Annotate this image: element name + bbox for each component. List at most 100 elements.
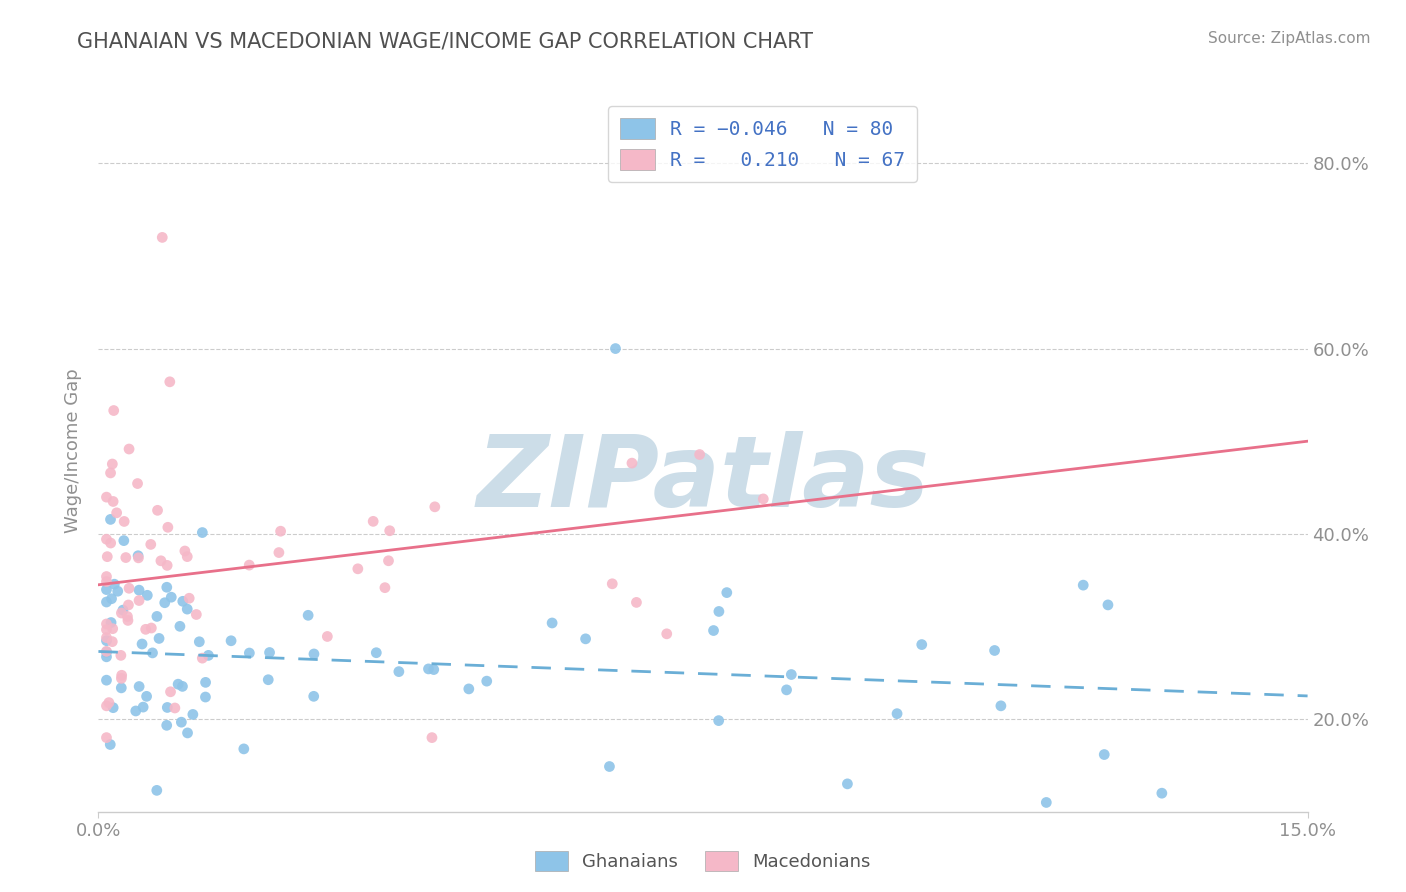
Point: [159, 375, 181, 389]
Point: [96, 731, 118, 745]
Point: [388, 665, 411, 679]
Point: [128, 583, 150, 598]
Point: [197, 648, 219, 663]
Point: [378, 524, 401, 538]
Point: [101, 622, 124, 636]
Point: [96, 673, 118, 688]
Point: [179, 591, 201, 606]
Point: [96, 490, 118, 504]
Point: [101, 634, 124, 648]
Point: [146, 503, 169, 517]
Point: [172, 594, 194, 608]
Point: [148, 632, 170, 646]
Point: [232, 742, 254, 756]
Point: [1071, 578, 1094, 592]
Point: [167, 677, 190, 691]
Point: [886, 706, 908, 721]
Point: [160, 590, 183, 604]
Point: [100, 466, 122, 480]
Point: [112, 515, 135, 529]
Point: [156, 718, 179, 732]
Point: [101, 457, 124, 471]
Point: [132, 700, 155, 714]
Point: [716, 585, 738, 599]
Point: [689, 448, 711, 462]
Point: [127, 549, 149, 563]
Point: [194, 690, 217, 704]
Point: [775, 682, 797, 697]
Text: Source: ZipAtlas.com: Source: ZipAtlas.com: [1208, 31, 1371, 46]
Point: [110, 606, 132, 620]
Point: [146, 783, 169, 797]
Point: [170, 715, 193, 730]
Point: [97, 696, 120, 710]
Point: [176, 726, 198, 740]
Point: [983, 643, 1005, 657]
Point: [598, 759, 620, 773]
Point: [159, 685, 181, 699]
Point: [96, 582, 118, 597]
Point: [702, 624, 724, 638]
Point: [156, 520, 179, 534]
Point: [169, 619, 191, 633]
Point: [141, 621, 163, 635]
Point: [96, 645, 118, 659]
Point: [600, 576, 623, 591]
Point: [270, 524, 292, 539]
Point: [418, 662, 440, 676]
Point: [377, 554, 399, 568]
Point: [911, 638, 934, 652]
Point: [1150, 786, 1173, 800]
Point: [125, 704, 148, 718]
Point: [96, 649, 118, 664]
Point: [135, 690, 157, 704]
Point: [541, 615, 564, 630]
Point: [163, 701, 186, 715]
Point: [136, 588, 159, 602]
Legend: R = −0.046   N = 80, R =   0.210   N = 67: R = −0.046 N = 80, R = 0.210 N = 67: [607, 106, 917, 182]
Point: [127, 476, 149, 491]
Point: [316, 630, 339, 644]
Point: [111, 603, 134, 617]
Point: [181, 707, 204, 722]
Point: [302, 647, 325, 661]
Point: [302, 690, 325, 704]
Point: [117, 598, 139, 612]
Point: [100, 536, 122, 550]
Point: [149, 554, 172, 568]
Point: [475, 674, 498, 689]
Point: [114, 550, 136, 565]
Point: [219, 633, 242, 648]
Point: [1097, 598, 1119, 612]
Point: [128, 593, 150, 607]
Point: [172, 679, 194, 693]
Point: [118, 442, 141, 456]
Point: [96, 569, 118, 583]
Point: [96, 616, 118, 631]
Point: [135, 623, 157, 637]
Point: [96, 623, 118, 637]
Point: [574, 632, 596, 646]
Point: [110, 681, 132, 695]
Point: [191, 651, 214, 665]
Legend: Ghanaians, Macedonians: Ghanaians, Macedonians: [529, 844, 877, 879]
Point: [780, 667, 803, 681]
Point: [707, 714, 730, 728]
Text: GHANAIAN VS MACEDONIAN WAGE/INCOME GAP CORRELATION CHART: GHANAIAN VS MACEDONIAN WAGE/INCOME GAP C…: [77, 31, 813, 51]
Point: [259, 646, 281, 660]
Point: [96, 631, 118, 645]
Point: [990, 698, 1012, 713]
Point: [98, 738, 121, 752]
Point: [191, 525, 214, 540]
Point: [153, 596, 176, 610]
Point: [186, 607, 208, 622]
Point: [131, 637, 153, 651]
Point: [457, 681, 479, 696]
Point: [173, 544, 195, 558]
Point: [423, 500, 446, 514]
Point: [96, 574, 118, 589]
Point: [176, 549, 198, 564]
Point: [105, 506, 128, 520]
Point: [96, 633, 118, 648]
Point: [96, 698, 118, 713]
